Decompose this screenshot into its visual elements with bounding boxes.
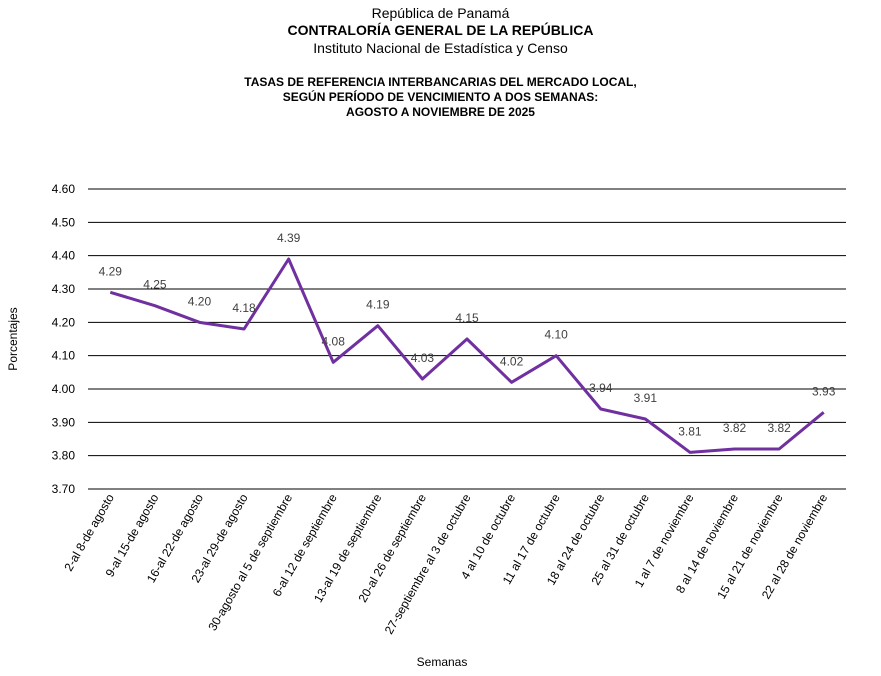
data-label: 4.10 bbox=[544, 328, 568, 342]
header-institute: Instituto Nacional de Estadística y Cens… bbox=[313, 40, 568, 56]
y-tick-label: 4.40 bbox=[52, 249, 76, 263]
data-label: 3.82 bbox=[723, 421, 747, 435]
header-contraloria: CONTRALORÍA GENERAL DE LA REPÚBLICA bbox=[287, 22, 594, 38]
chart-title-line-2: SEGÚN PERÍODO DE VENCIMIENTO A DOS SEMAN… bbox=[282, 90, 599, 104]
data-label: 4.20 bbox=[188, 294, 212, 308]
y-tick-label: 4.20 bbox=[52, 315, 76, 329]
grid-lines bbox=[88, 188, 846, 490]
data-label: 3.82 bbox=[767, 421, 791, 435]
data-label: 4.08 bbox=[322, 334, 346, 348]
y-tick-label: 3.70 bbox=[52, 482, 76, 496]
y-tick-labels: 3.70 3.80 3.90 4.00 4.10 4.20 4.30 4.40 4.50 4.60 bbox=[52, 182, 76, 496]
data-label: 3.81 bbox=[678, 424, 702, 438]
data-label: 4.18 bbox=[232, 301, 256, 315]
x-tick-label: 27-septiembre al 3 de octubre bbox=[382, 491, 474, 636]
data-label: 4.19 bbox=[366, 298, 390, 312]
y-tick-label: 4.00 bbox=[52, 382, 76, 396]
data-label: 4.39 bbox=[277, 231, 301, 245]
series-line-group bbox=[109, 257, 825, 454]
y-tick-label: 4.30 bbox=[52, 282, 76, 296]
y-tick-label: 4.60 bbox=[52, 182, 76, 196]
series-line bbox=[109, 257, 825, 454]
data-label: 3.91 bbox=[634, 391, 658, 405]
x-axis-label: Semanas bbox=[417, 655, 468, 669]
x-tick-label: 30-agosto al 5 de septiembre bbox=[205, 491, 295, 633]
y-axis-label: Porcentajes bbox=[6, 307, 20, 370]
data-label: 4.25 bbox=[143, 278, 167, 292]
chart-title-line-1: TASAS DE REFERENCIA INTERBANCARIAS DEL M… bbox=[244, 75, 637, 89]
y-tick-label: 3.80 bbox=[52, 449, 76, 463]
data-label: 4.02 bbox=[500, 354, 524, 368]
data-labels: 4.29 4.25 4.20 4.18 4.39 4.08 4.19 4.03 4.15 4.02… bbox=[99, 231, 836, 438]
data-label: 3.93 bbox=[812, 384, 836, 398]
data-label: 4.03 bbox=[411, 351, 435, 365]
y-tick-label: 4.10 bbox=[52, 349, 76, 363]
y-tick-label: 4.50 bbox=[52, 215, 76, 229]
header-republic: República de Panamá bbox=[371, 5, 510, 21]
data-label: 3.94 bbox=[589, 381, 613, 395]
data-label: 4.15 bbox=[455, 311, 479, 325]
chart-title-line-3: AGOSTO A NOVIEMBRE DE 2025 bbox=[346, 105, 535, 119]
data-label: 4.29 bbox=[99, 264, 123, 278]
y-tick-label: 3.90 bbox=[52, 415, 76, 429]
